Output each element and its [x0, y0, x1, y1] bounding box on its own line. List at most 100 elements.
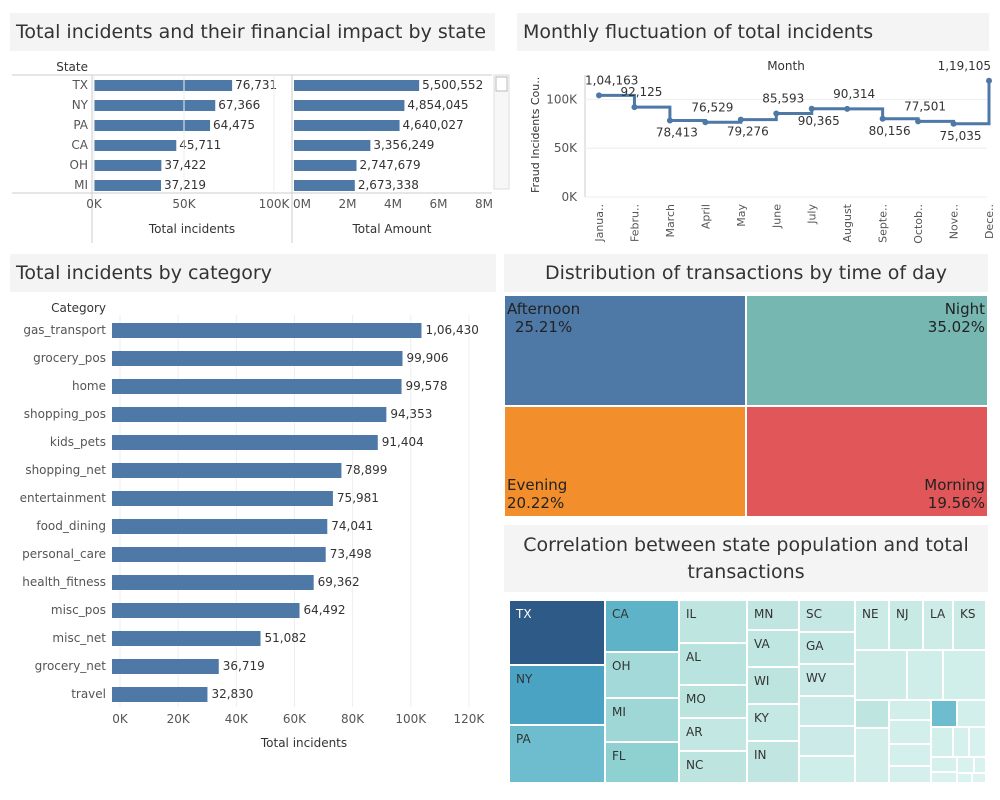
x-tick-label: 6M: [430, 197, 448, 211]
time-of-day-cell-afternoon: Afternoon 25.21%: [504, 295, 746, 406]
data-point: [773, 110, 780, 117]
x-tick-label: 4M: [384, 197, 402, 211]
x-tick-label: 120K: [454, 712, 486, 726]
category-label: misc_net: [52, 631, 106, 645]
data-label: 85,593: [762, 91, 804, 105]
data-label: 78,413: [656, 125, 698, 139]
category-bar: [112, 659, 219, 674]
category-value-label: 99,906: [406, 351, 448, 365]
x-tick-label: Janua..: [593, 204, 606, 243]
amount-value-label: 4,854,045: [407, 98, 468, 112]
state-cell-ne: NE: [855, 600, 889, 650]
category-label: travel: [71, 687, 106, 701]
category-label: health_fitness: [22, 575, 106, 589]
amount-value-label: 4,640,027: [403, 118, 464, 132]
state-cell-unlabeled: [957, 757, 974, 773]
y-tick-label: 100K: [546, 92, 578, 106]
data-label: 79,276: [727, 125, 769, 139]
amount-value-label: 3,356,249: [373, 138, 434, 152]
state-cell-fl: FL: [605, 742, 679, 783]
category-label: food_dining: [36, 519, 106, 533]
x-tick-label: April: [699, 204, 712, 229]
category-label: personal_care: [22, 547, 106, 561]
incident-bar: [94, 80, 233, 91]
category-value-label: 69,362: [318, 575, 360, 589]
state-cell-la: LA: [923, 600, 953, 650]
time-of-day-label: Evening: [507, 476, 568, 494]
state-cell-va: VA: [747, 630, 799, 667]
state-cell-ga: GA: [799, 632, 855, 664]
state-impact-chart: State TX 76,731 5,500,552 NY 67,366 4,854,045 P…: [12, 60, 510, 243]
y-axis-label: Fraud Incidents Cou..: [529, 77, 542, 193]
state-cell-unlabeled: [969, 727, 986, 757]
category-bar: [112, 575, 314, 590]
y-tick-label: 50K: [554, 141, 578, 155]
category-bar-chart: Category 0K 20K 40K 60K 80K 100K 120K gas_transp…: [20, 301, 486, 750]
state-cell-unlabeled: [974, 757, 986, 773]
time-of-day-cell-night: Night 35.02%: [746, 295, 988, 406]
data-label: 76,529: [691, 100, 733, 114]
incident-bar: [94, 160, 162, 171]
monthly-title: Monthly fluctuation of total incidents: [517, 13, 989, 51]
state-cell-tx: TX: [509, 600, 605, 665]
state-cell-ks: KS: [953, 600, 986, 650]
data-point: [986, 77, 992, 84]
state-cell-mi: MI: [605, 698, 679, 742]
x-axis-label: Total Amount: [352, 222, 432, 236]
state-cell-oh: OH: [605, 652, 679, 698]
state-cell-nc: NC: [679, 751, 747, 783]
state-label: MI: [74, 178, 88, 192]
state-label: TX: [71, 78, 88, 92]
x-tick-label: Febru..: [628, 204, 641, 242]
state-cell-unlabeled: [855, 700, 889, 728]
state-cell-wv: WV: [799, 664, 855, 696]
category-label: shopping_pos: [24, 407, 106, 421]
scrollbar-thumb: [495, 76, 508, 92]
time-of-day-pct: 20.22%: [507, 494, 565, 512]
incident-value-label: 37,422: [164, 158, 206, 172]
category-row-header: Category: [51, 301, 106, 315]
incident-bar: [94, 100, 216, 111]
data-point: [596, 92, 602, 99]
month-header: Month: [767, 59, 805, 73]
category-label: grocery_pos: [33, 351, 106, 365]
amount-bar: [294, 100, 405, 111]
state-cell-il: IL: [679, 600, 747, 643]
incident-value-label: 76,731: [235, 78, 277, 92]
incident-value-label: 37,219: [164, 178, 206, 192]
x-tick-label: 0M: [293, 197, 311, 211]
x-tick-label: May: [735, 204, 748, 227]
state-cell-mn: MN: [747, 600, 799, 630]
x-tick-label: 20K: [167, 712, 191, 726]
category-bar: [112, 603, 300, 618]
time-of-day-label: Morning: [924, 476, 985, 494]
time-of-day-treemap: Afternoon 25.21% Night 35.02% Evening 20.22% M…: [504, 295, 988, 517]
category-bar: [112, 491, 333, 506]
x-tick-label: Octob..: [912, 204, 925, 244]
time-of-day-cell-evening: Evening 20.22%: [504, 406, 746, 517]
data-point: [702, 119, 709, 126]
x-tick-label: March: [664, 204, 677, 238]
category-label: shopping_net: [25, 463, 106, 477]
category-value-label: 91,404: [382, 435, 424, 449]
state-cell-in: IN: [747, 741, 799, 783]
state-cell-unlabeled: [799, 726, 855, 756]
category-value-label: 73,498: [330, 547, 372, 561]
category-bar: [112, 323, 422, 338]
amount-bar: [294, 160, 357, 171]
state-cell-unlabeled: [799, 756, 855, 783]
x-tick-label: Septe..: [877, 204, 890, 243]
state-cell-al: AL: [679, 643, 747, 685]
amount-value-label: 2,673,338: [358, 178, 419, 192]
state-population-treemap: TX NY PA CA OH MI FL IL AL MO AR NC MN VA WI KY IN SC GA WV…: [509, 600, 986, 783]
data-label: 90,314: [833, 87, 875, 101]
category-value-label: 75,981: [337, 491, 379, 505]
monthly-line-chart: Month 0K 50K 100K Fraud Incidents Cou.. 1,04,…: [529, 59, 995, 244]
data-point: [631, 104, 638, 111]
x-tick-label: 8M: [475, 197, 493, 211]
time-of-day-title: Distribution of transactions by time of …: [504, 254, 988, 292]
category-bar: [112, 519, 328, 534]
data-label: 75,035: [940, 129, 982, 143]
data-label: 1,19,105: [938, 59, 991, 73]
state-cell-unlabeled: [931, 772, 957, 783]
